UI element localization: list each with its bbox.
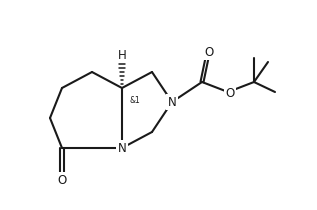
- Text: O: O: [204, 46, 214, 59]
- Text: O: O: [225, 87, 235, 100]
- Text: &1: &1: [130, 96, 141, 105]
- Text: N: N: [118, 142, 126, 155]
- Text: H: H: [118, 49, 126, 62]
- Text: O: O: [57, 173, 67, 186]
- Text: N: N: [168, 96, 176, 109]
